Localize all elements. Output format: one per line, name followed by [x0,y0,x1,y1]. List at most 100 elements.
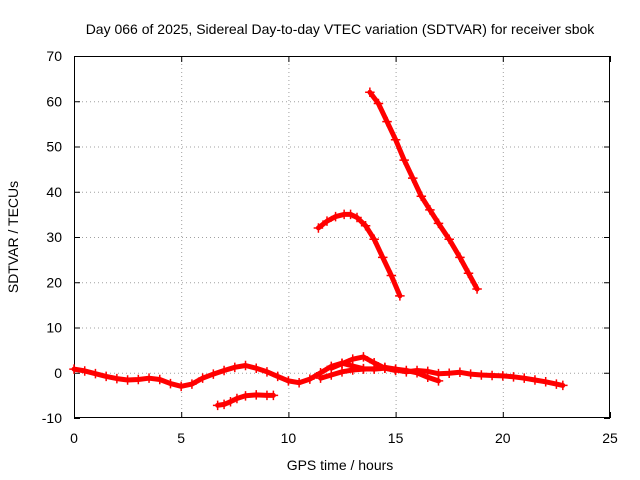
data-point-arc-high-11 [463,268,474,278]
data-point-arc-high-10 [455,252,465,263]
data-point-arc-mid-8 [377,252,388,263]
series-arc-high [365,87,482,294]
data-point-spike-5 [380,363,390,373]
data-point-baseline-10 [176,381,186,392]
data-point-low-arc-1 [219,399,229,410]
series-low-arc [212,390,279,411]
data-point-baseline-45 [551,379,562,389]
data-point-baseline-20 [283,376,294,386]
data-point-baseline-36 [455,367,465,378]
x-tick-label-2: 10 [281,430,297,446]
data-point-baseline-35 [444,368,454,378]
data-point-arc-high-0 [365,87,375,97]
y-tick-label-0: -10 [42,410,62,426]
data-point-low-arc-4 [240,391,251,401]
data-point-baseline-21 [294,377,304,388]
data-point-baseline-40 [498,371,508,381]
data-point-spike-6 [390,365,401,376]
series-arc-mid [313,209,405,301]
y-tick-label-3: 20 [46,274,62,290]
data-point-baseline-19 [272,371,283,382]
data-point-low-arc-5 [251,390,261,400]
x-axis-label: GPS time / hours [287,457,394,473]
data-point-baseline-branch-3 [347,365,358,375]
data-point-baseline-14 [219,365,229,376]
data-point-arc-high-6 [416,191,427,202]
data-point-spike-1 [337,358,347,369]
grid-layer [74,56,610,418]
data-point-baseline-branch-8 [401,365,412,376]
data-point-arc-high-2 [382,116,392,127]
data-point-baseline-13 [208,369,219,379]
data-point-baseline-46 [558,380,568,391]
data-point-baseline-22 [305,374,315,384]
data-point-low-arc-7 [268,390,279,401]
data-point-baseline-7 [144,373,154,383]
data-point-baseline-5 [122,375,133,385]
x-tick-label-4: 20 [495,430,511,446]
y-tick-label-8: 70 [46,48,62,64]
data-point-arc-mid-10 [395,291,405,301]
data-point-arc-mid-7 [369,234,379,245]
data-point-baseline-branch-9 [412,368,422,378]
data-point-low-arc-0 [212,400,223,411]
series-line-arc-mid [315,211,403,299]
data-point-baseline-3 [101,371,111,382]
data-point-spike-2 [347,354,358,364]
data-point-arc-mid-1 [322,216,332,226]
data-point-baseline-branch-0 [315,373,326,383]
data-point-baseline-44 [540,377,551,387]
data-point-baseline-1 [79,366,90,376]
data-point-baseline-branch-10 [423,372,433,383]
chart-title: Day 066 of 2025, Sidereal Day-to-day VTE… [86,21,596,37]
data-point-arc-high-3 [390,134,401,145]
data-point-baseline-6 [133,374,144,385]
data-point-arc-high-9 [444,234,454,245]
data-point-baseline-0 [69,364,79,374]
data-point-baseline-branch-2 [337,367,347,377]
data-point-baseline-17 [251,363,261,373]
data-point-baseline-39 [487,370,497,381]
data-point-baseline-38 [476,370,487,380]
x-tick-label-3: 15 [388,430,404,446]
data-point-arc-mid-5 [352,212,362,223]
data-point-baseline-43 [530,375,540,385]
data-point-low-arc-3 [232,393,242,404]
data-point-arc-mid-9 [386,270,397,281]
data-point-arc-high-5 [408,173,418,183]
x-tick-label-5: 25 [602,430,618,446]
data-point-spike-0 [326,363,337,373]
y-tick-label-2: 10 [46,320,62,336]
y-tick-label-4: 30 [46,229,62,245]
series-spike [326,352,401,376]
data-point-arc-mid-0 [313,223,324,233]
data-point-baseline-41 [508,372,519,382]
data-point-baseline-2 [90,368,101,379]
data-point-baseline-16 [240,360,251,371]
data-point-spike-3 [358,352,369,362]
data-point-baseline-37 [465,369,476,379]
data-point-arc-mid-4 [345,209,356,220]
data-point-arc-high-8 [433,218,444,229]
data-point-baseline-8 [155,374,165,385]
x-tick-label-1: 5 [177,430,185,446]
y-tick-label-5: 40 [46,184,62,200]
data-point-baseline-9 [165,378,176,389]
series-baseline [69,358,568,392]
data-point-baseline-4 [112,373,122,384]
y-tick-label-6: 50 [46,139,62,155]
series-layer [69,87,568,411]
data-point-spike-4 [369,358,379,368]
data-point-arc-high-12 [472,284,482,294]
data-point-baseline-42 [519,373,529,383]
y-tick-label-7: 60 [46,93,62,109]
y-tick-label-1: 0 [54,365,62,381]
data-point-baseline-18 [262,367,272,377]
data-point-arc-high-4 [399,155,409,165]
data-point-baseline-branch-4 [358,364,369,374]
data-point-low-arc-2 [225,396,236,407]
x-tick-label-0: 0 [70,430,78,446]
data-point-baseline-15 [230,362,240,373]
data-point-baseline-branch-11 [433,376,444,386]
